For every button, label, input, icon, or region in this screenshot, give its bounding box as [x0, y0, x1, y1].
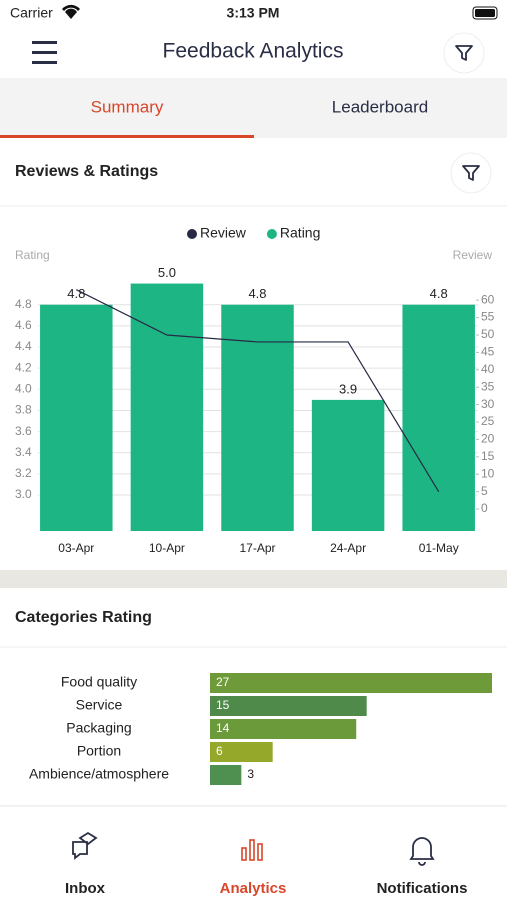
- y-tick-label: 3.0: [15, 487, 32, 501]
- category-label: Ambience/atmosphere: [29, 766, 169, 782]
- x-tick-label: 24-Apr: [330, 541, 366, 555]
- header-filter-button[interactable]: [443, 32, 485, 74]
- y2-tick-label: 45: [481, 345, 495, 359]
- menu-bar: [32, 41, 57, 44]
- rating-bar: [402, 304, 475, 531]
- category-label: Service: [76, 697, 123, 713]
- filter-icon: [455, 45, 473, 61]
- bar-value-label: 3.9: [339, 381, 357, 396]
- y-tick-label: 3.2: [15, 466, 32, 480]
- tab-indicator: [0, 135, 254, 138]
- tab-strip: [0, 78, 507, 138]
- category-label: Food quality: [61, 674, 137, 690]
- legend-swatch: [266, 229, 277, 239]
- y2-tick-label: 35: [481, 379, 495, 393]
- y-tick-label: 4.8: [15, 297, 32, 311]
- y2-tick-label: 25: [481, 414, 495, 428]
- rating-bar: [40, 304, 113, 531]
- category-bar: [210, 673, 492, 693]
- wifi-icon: [62, 4, 80, 19]
- battery: [472, 6, 498, 20]
- bar-value-label: 5.0: [158, 265, 176, 280]
- y2-tick-label: 0: [481, 501, 488, 515]
- bar-value-label: 14: [216, 721, 230, 735]
- y2-axis-label: Review: [453, 248, 493, 262]
- bar-value-label: 4.8: [248, 286, 266, 301]
- x-tick-label: 17-Apr: [239, 541, 275, 555]
- bar-value-label: 27: [216, 675, 230, 689]
- y2-tick-label: 20: [481, 432, 495, 446]
- rating-bar: [130, 283, 204, 531]
- tab-label: Notifications: [377, 880, 468, 897]
- clock: 3:13 PM: [227, 5, 280, 21]
- y-tick-label: 3.8: [15, 403, 32, 417]
- menu-bar: [32, 51, 57, 54]
- section-title: Categories Rating: [15, 609, 152, 626]
- header-title: Feedback Analytics: [163, 40, 344, 63]
- y-tick-label: 4.0: [15, 381, 32, 395]
- x-tick-label: 10-Apr: [149, 541, 185, 555]
- section-title: Reviews & Ratings: [15, 163, 158, 180]
- bell-icon: [409, 837, 435, 866]
- tab-label: Analytics: [220, 880, 287, 897]
- y2-tick-label: 5: [481, 484, 488, 498]
- category-bar: [210, 765, 242, 785]
- y-tick-label: 3.4: [15, 445, 32, 459]
- category-bar: [210, 719, 357, 739]
- y-tick-label: 4.6: [15, 318, 32, 332]
- y2-tick-label: 50: [481, 327, 495, 341]
- category-label: Portion: [77, 743, 121, 759]
- tab-summary[interactable]: Summary: [91, 97, 164, 116]
- button-circle: [450, 152, 492, 194]
- review-line: [76, 289, 440, 492]
- section-filter-button[interactable]: [450, 152, 492, 194]
- bar-value-label: 4.8: [67, 286, 85, 301]
- bar-value-label: 3: [247, 767, 254, 781]
- legend-label: Rating: [280, 225, 320, 241]
- bar-value-label: 4.8: [430, 286, 448, 301]
- filter-icon: [462, 165, 480, 181]
- y2-tick-label: 40: [481, 362, 495, 376]
- tab-label: Inbox: [65, 880, 106, 897]
- battery-level: [475, 9, 495, 17]
- tab-leaderboard[interactable]: Leaderboard: [332, 97, 428, 116]
- analytics-icon: [241, 839, 263, 861]
- menu-button[interactable]: [32, 41, 57, 64]
- rating-bar: [311, 399, 385, 531]
- y2-tick-label: 30: [481, 397, 495, 411]
- x-tick-label: 03-Apr: [58, 541, 94, 555]
- y2-tick-label: 15: [481, 449, 495, 463]
- legend-label: Review: [200, 225, 247, 241]
- y-tick-label: 4.4: [15, 339, 32, 353]
- bar-value-label: 6: [216, 744, 223, 758]
- y-axis-label: Rating: [15, 248, 50, 262]
- category-bar: [210, 742, 273, 762]
- category-bar: [210, 696, 367, 716]
- tab-inbox[interactable]: Inbox: [65, 831, 106, 897]
- y-tick-label: 3.6: [15, 424, 32, 438]
- y2-tick-label: 55: [481, 310, 495, 324]
- section-gap: [0, 570, 507, 588]
- rating-bar: [221, 304, 294, 531]
- inbox-icon: [72, 831, 98, 860]
- tab-analytics[interactable]: Analytics: [220, 839, 287, 897]
- y2-tick-label: 60: [481, 292, 495, 306]
- tab-notifications[interactable]: Notifications: [377, 837, 468, 897]
- carrier: Carrier: [10, 5, 53, 21]
- legend-swatch: [187, 229, 197, 239]
- y2-tick-label: 10: [481, 466, 495, 480]
- y-tick-label: 4.2: [15, 360, 32, 374]
- x-tick-label: 01-May: [419, 541, 459, 555]
- bar-value-label: 15: [216, 698, 230, 712]
- button-circle: [443, 32, 485, 74]
- category-label: Packaging: [66, 720, 131, 736]
- menu-bar: [32, 61, 57, 64]
